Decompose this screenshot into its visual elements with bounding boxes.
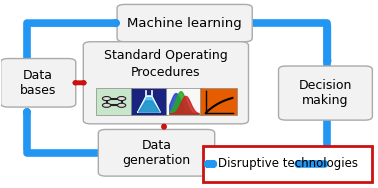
FancyBboxPatch shape [131,88,167,115]
Text: Standard Operating
Procedures: Standard Operating Procedures [104,49,228,79]
Polygon shape [138,96,160,112]
FancyBboxPatch shape [98,130,215,176]
Polygon shape [138,101,160,112]
FancyBboxPatch shape [117,5,252,42]
FancyBboxPatch shape [279,66,372,120]
Text: Decision
making: Decision making [299,79,352,107]
FancyBboxPatch shape [83,42,248,124]
FancyBboxPatch shape [1,58,76,107]
Text: Data
generation: Data generation [122,139,191,167]
FancyBboxPatch shape [96,88,132,115]
Circle shape [102,103,111,107]
FancyBboxPatch shape [200,88,237,115]
Circle shape [118,96,126,101]
Text: Disruptive technologies: Disruptive technologies [218,158,358,171]
FancyBboxPatch shape [203,146,372,182]
Text: Data
bases: Data bases [20,69,56,97]
FancyBboxPatch shape [166,88,202,115]
Circle shape [102,96,111,101]
Text: Machine learning: Machine learning [127,17,242,30]
Circle shape [118,103,126,107]
